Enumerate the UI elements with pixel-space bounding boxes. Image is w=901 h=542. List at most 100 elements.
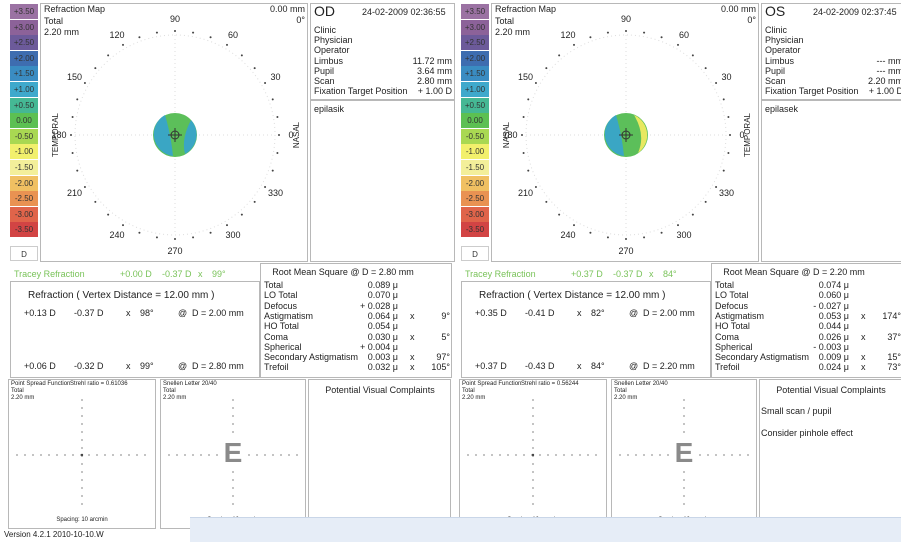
map-dot [264, 82, 267, 84]
map-diameter: 2.20 mm [44, 27, 80, 37]
info-field: Pupil [765, 65, 786, 76]
angle-label: 60 [678, 29, 690, 40]
info-field: Fixation Target Position [314, 86, 408, 97]
rms-value: + 0.028 μ [360, 300, 398, 311]
psf-spot [531, 453, 535, 457]
scale-cell: +2.00 [461, 50, 489, 66]
info-value: --- mm [876, 55, 901, 66]
psf-spot [80, 453, 84, 457]
rms-value: 0.053 μ [818, 310, 849, 321]
map-zone-blue [153, 115, 173, 156]
map-dot [209, 36, 212, 39]
map-dot [545, 200, 548, 203]
rms-axis: 15° [887, 352, 901, 363]
scale-cell: -1.00 [10, 144, 38, 160]
map-dot [522, 115, 525, 118]
map-dot [192, 31, 195, 34]
refraction-value: -0.41 D [525, 308, 555, 318]
info-value: 11.72 mm [412, 55, 452, 66]
snellen-letter: E [223, 437, 243, 468]
info-box [761, 3, 901, 100]
complaints-title: Potential Visual Complaints [776, 385, 886, 395]
rms-label: Secondary Astigmatism [715, 352, 810, 363]
map-dot [138, 231, 141, 234]
psf-box [8, 379, 156, 529]
refraction-value: +0.35 D [475, 308, 507, 318]
map-dot [727, 152, 730, 155]
map-frame [491, 3, 759, 262]
scale-cell: +3.50 [10, 4, 38, 19]
rms-label: Astigmatism [264, 310, 314, 321]
info-value: + 1.00 D [868, 86, 901, 97]
angle-label: 330 [718, 188, 734, 198]
rms-axis: 5° [441, 331, 450, 342]
map-dot [271, 98, 274, 101]
angle-label: 330 [267, 188, 283, 198]
scale-cell: +1.50 [10, 66, 38, 82]
map-dot [522, 152, 525, 155]
rms-value: - 0.003 μ [813, 341, 849, 352]
info-field: Limbus [765, 55, 795, 66]
rms-axis: 37° [887, 331, 901, 342]
map-ring [74, 34, 276, 236]
scale-cell: +0.50 [10, 97, 38, 113]
map-dot [660, 231, 663, 234]
scale-cell: -2.00 [461, 175, 489, 191]
map-dot [704, 67, 707, 70]
map-dot [558, 54, 561, 57]
snellen-label: Total [163, 388, 176, 394]
rms-value: 0.064 μ [367, 310, 398, 321]
info-field: Limbus [314, 55, 344, 66]
os-panel: +3.50 +3.00 +2.50 +2.00 +1.50 +1.00 +0.50 0.00-… [451, 0, 901, 542]
map-diameter: 2.20 mm [495, 27, 531, 37]
side-label: NASAL [292, 121, 301, 149]
refraction-value: x [577, 308, 582, 318]
map-dot [729, 134, 731, 136]
scale-cell: -3.00 [461, 206, 489, 222]
rms-label: Secondary Astigmatism [264, 352, 359, 363]
map-dot [76, 98, 79, 101]
overlay-bar [190, 517, 901, 542]
map-title: Refraction Map [44, 4, 106, 14]
scale-cell: -3.00 [10, 206, 38, 222]
map-label: Total [44, 16, 64, 26]
map-dot [677, 224, 679, 227]
info-field: Clinic [314, 25, 337, 35]
scale-cell: +2.50 [461, 35, 489, 51]
info-field: Scan [314, 76, 335, 86]
rms-value: - 0.027 μ [813, 300, 849, 311]
rms-x: x [410, 352, 415, 363]
refraction-value: @ [178, 361, 188, 371]
scale-cell: +1.00 [10, 82, 38, 97]
angle-label: 300 [225, 230, 241, 241]
map-dot [660, 36, 663, 39]
note-box [761, 100, 901, 262]
refraction-value: -0.32 D [74, 361, 104, 371]
map-dot [226, 43, 228, 46]
od-panel: +3.50 +3.00 +2.50 +2.00 +1.50 +1.00 +0.50 0.00-… [8, 3, 455, 529]
datetime: 24-02-2009 02:36:55 [362, 7, 446, 17]
angle-label: 0 [739, 130, 745, 140]
scale-cell: 0.00 [10, 113, 38, 129]
map-dot [643, 31, 646, 34]
refraction-title: Refraction ( Vertex Distance = 12.00 mm … [479, 290, 666, 301]
rms-value: 0.054 μ [367, 321, 398, 332]
map-dot [558, 213, 561, 216]
map-dot [155, 31, 158, 34]
refraction-value: D = 2.00 mm [643, 308, 695, 318]
tracey-value: x [198, 269, 203, 279]
scale-cell: -0.50 [461, 128, 489, 144]
rms-label: Coma [264, 331, 289, 342]
scale-cell: +1.50 [461, 66, 489, 82]
eye: OS [765, 3, 786, 19]
rms-x: x [410, 310, 415, 321]
angle-label: 30 [270, 72, 281, 82]
snellen-label: Total [614, 388, 627, 394]
refraction-value: x [126, 361, 131, 371]
snellen-diameter: 2.20 mm [614, 395, 638, 401]
map-dot [715, 82, 718, 84]
scale-cell: -2.00 [10, 175, 38, 191]
map-dot [727, 115, 730, 118]
map-dot [76, 169, 79, 172]
